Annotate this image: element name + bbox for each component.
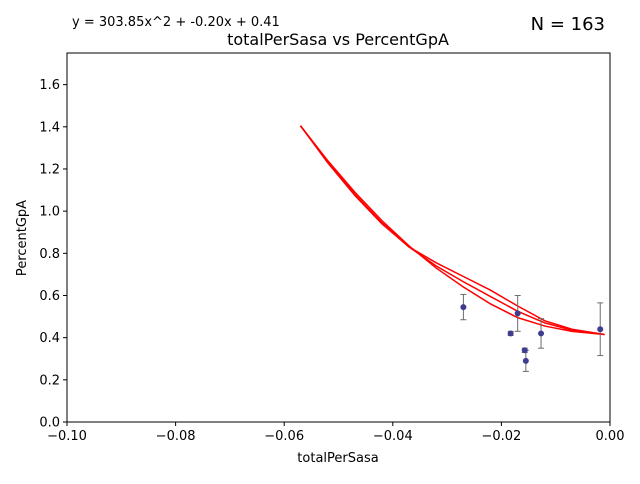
equation-label: y = 303.85x^2 + -0.20x + 0.41 (72, 15, 280, 30)
data-point (507, 330, 514, 337)
data-point (521, 347, 528, 354)
y-ticks: 0.0 0.2 0.4 0.6 0.8 1.0 1.2 1.4 1.6 (39, 78, 67, 431)
data-point (597, 326, 604, 333)
data-point (514, 310, 521, 317)
data-points (460, 304, 604, 364)
fit-curve-line (299, 125, 605, 336)
x-tick-label: −0.04 (373, 429, 413, 444)
x-tick-label: 0.00 (596, 429, 625, 444)
y-axis-label: PercentGpA (15, 200, 30, 276)
fit-curves (299, 125, 605, 336)
data-point (538, 330, 545, 337)
data-point (460, 304, 467, 311)
y-tick-label: 0.8 (39, 247, 60, 262)
chart-title: totalPerSasa vs PercentGpA (227, 30, 449, 49)
x-axis-label: totalPerSasa (297, 451, 378, 466)
x-ticks: −0.10 −0.08 −0.06 −0.04 −0.02 0.00 (47, 422, 624, 444)
x-tick-label: −0.06 (264, 429, 304, 444)
y-tick-label: 1.2 (39, 162, 60, 177)
x-tick-label: −0.02 (481, 429, 521, 444)
fit-curve-line (299, 125, 605, 336)
n-count-label: N = 163 (531, 14, 605, 35)
y-tick-label: 0.6 (39, 289, 60, 304)
y-tick-label: 1.4 (39, 120, 60, 135)
y-tick-label: 0.0 (39, 416, 60, 431)
y-tick-label: 1.6 (39, 78, 60, 93)
x-tick-label: −0.10 (47, 429, 87, 444)
y-tick-label: 1.0 (39, 205, 60, 220)
data-point (522, 357, 529, 364)
plot-frame (66, 52, 611, 423)
y-tick-label: 0.4 (39, 331, 60, 346)
y-tick-label: 0.2 (39, 373, 60, 388)
x-tick-label: −0.08 (156, 429, 196, 444)
fit-curve-line (299, 125, 605, 336)
